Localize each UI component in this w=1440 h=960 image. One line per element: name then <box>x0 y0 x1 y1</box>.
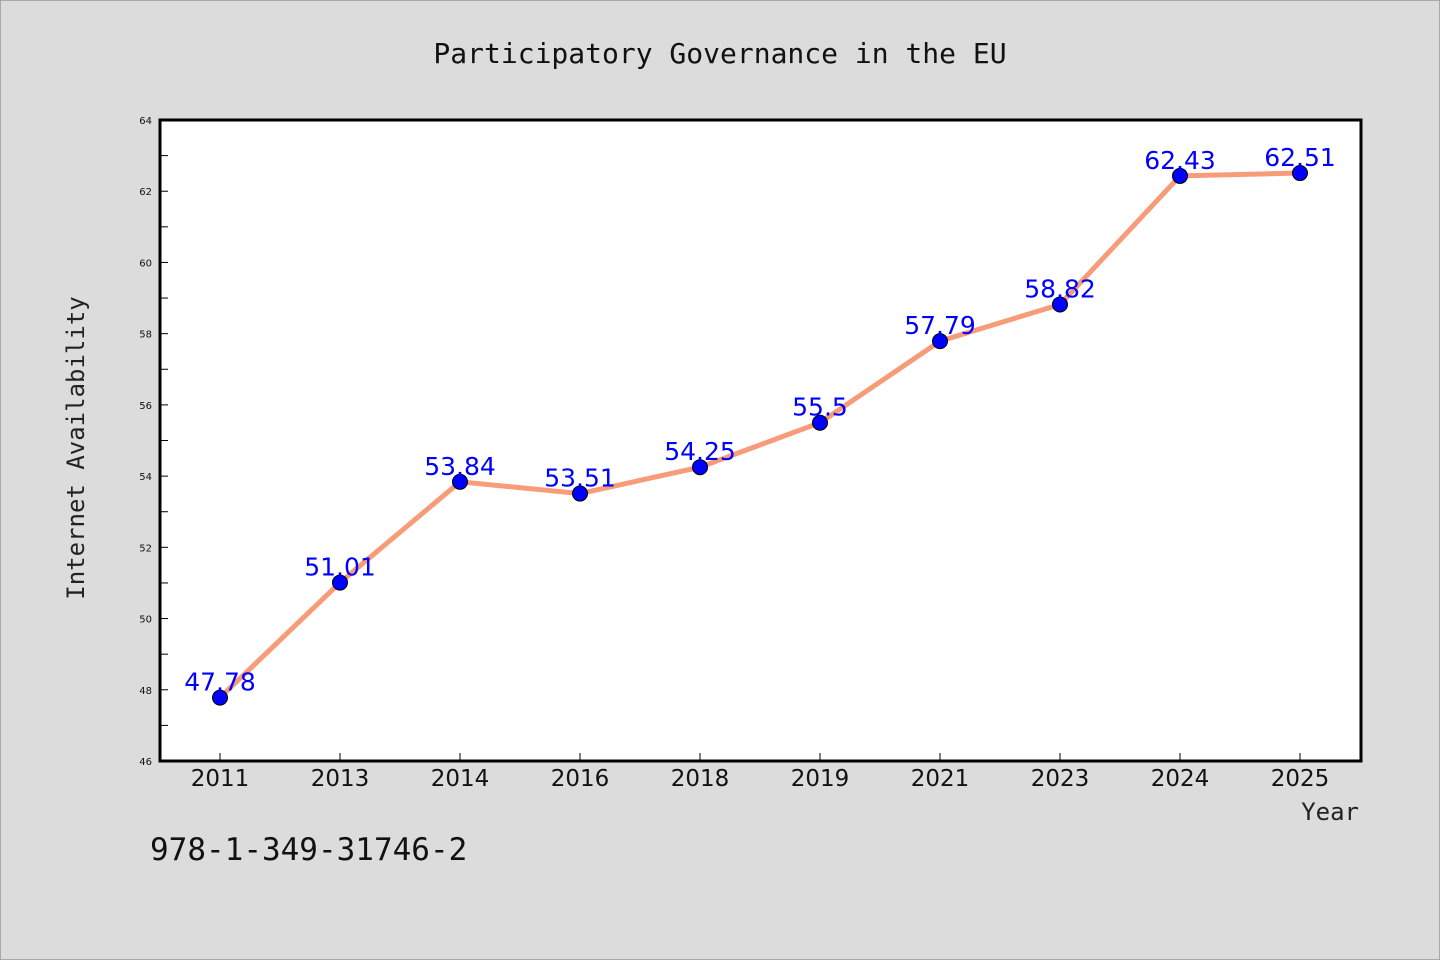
plot-area <box>158 118 1363 763</box>
x-tick-label: 2021 <box>911 766 970 792</box>
x-tick-label: 2014 <box>431 766 490 792</box>
y-tick-label: 54 <box>139 472 152 483</box>
data-point <box>572 485 588 502</box>
y-tick-label: 62 <box>139 187 152 198</box>
data-point <box>332 574 348 591</box>
data-labels: 47.78 51.01 53.84 53.51 54.25 55.5 57.79 58.82 6… <box>184 143 1336 697</box>
data-label: 54.25 <box>664 437 736 466</box>
y-axis-label: Internet Availability <box>62 296 90 599</box>
y-tick-label: 56 <box>139 401 152 412</box>
x-tick-label: 2011 <box>191 766 250 792</box>
x-tick-label: 2025 <box>1271 766 1330 792</box>
data-label: 58.82 <box>1024 274 1096 303</box>
data-label: 57.79 <box>904 311 976 340</box>
data-label: 62.51 <box>1264 143 1336 172</box>
y-tick-label: 52 <box>139 543 152 554</box>
x-tick-label: 2013 <box>311 766 370 792</box>
data-point <box>1052 296 1068 313</box>
y-tick-label: 60 <box>139 258 152 269</box>
x-tick-label: 2016 <box>551 766 610 792</box>
data-point <box>932 333 948 350</box>
y-tick-label: 58 <box>139 330 152 341</box>
y-tick-label: 64 <box>139 116 152 127</box>
chart-title: Participatory Governance in the EU <box>433 37 1006 70</box>
data-point <box>812 414 828 431</box>
y-tick-label: 48 <box>139 686 152 697</box>
data-label: 47.78 <box>184 668 256 697</box>
data-point <box>1292 165 1308 182</box>
y-tick-label: 46 <box>139 757 152 768</box>
data-point <box>692 459 708 476</box>
x-tick-label: 2024 <box>1151 766 1210 792</box>
y-axis: 46 48 50 52 54 56 58 60 62 64 <box>139 116 168 768</box>
x-axis: 2011 2013 2014 2016 2018 2019 2021 2023 2024 2025 <box>191 753 1330 792</box>
x-axis-label: Year <box>1301 798 1359 826</box>
data-label: 62.43 <box>1144 146 1216 175</box>
data-label: 53.84 <box>424 452 496 481</box>
data-point <box>212 689 228 706</box>
data-label: 55.5 <box>792 393 848 422</box>
x-tick-label: 2019 <box>791 766 850 792</box>
series-line-path <box>217 170 1303 701</box>
series-line <box>212 165 1308 706</box>
isbn-text: 978-1-349-31746-2 <box>150 832 468 868</box>
data-point <box>1172 167 1188 184</box>
data-label: 53.51 <box>544 464 616 493</box>
x-tick-label: 2023 <box>1031 766 1090 792</box>
data-point <box>452 473 468 490</box>
x-tick-label: 2018 <box>671 766 730 792</box>
y-tick-label: 50 <box>139 615 152 626</box>
data-label: 51.01 <box>304 553 376 582</box>
